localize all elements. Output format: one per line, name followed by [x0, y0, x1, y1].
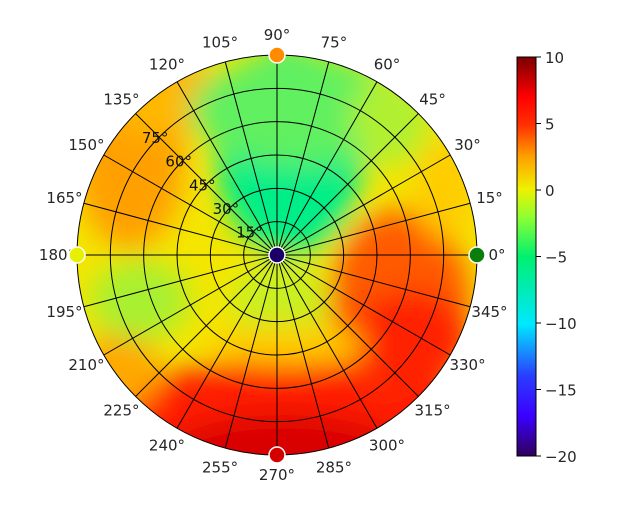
grid-spoke [276, 254, 330, 449]
heatmap-surface [77, 55, 477, 455]
grid-spoke [83, 202, 278, 256]
angular-tick-label: 45° [419, 90, 446, 108]
grid-spoke [176, 81, 278, 256]
radial-tick-labels: 15° 30° 45° 60° 75° [142, 129, 263, 241]
grid-spoke [276, 113, 419, 256]
angular-tick-label: 225° [103, 402, 139, 420]
colorbar-tick-label: −15 [545, 382, 577, 400]
angular-tick-label: 135° [103, 90, 139, 108]
colorbar: 10 5 0 −5 −10 −15 −20 [516, 49, 577, 466]
grid-spoke [103, 154, 278, 256]
angular-tick-label: 255° [202, 459, 238, 477]
grid-spoke [224, 61, 278, 256]
reference-markers [68, 46, 486, 464]
angular-tick-label: 315° [414, 402, 450, 420]
marker-dot [268, 446, 286, 464]
angular-tick-label: 90° [264, 26, 291, 44]
angular-tick-label: 300° [369, 437, 405, 455]
radial-tick-label: 15° [236, 223, 263, 241]
radial-tick-label: 75° [142, 129, 169, 147]
grid-spoke [276, 154, 451, 256]
angular-tick-label: 75° [321, 33, 348, 51]
grid-spoke [83, 254, 278, 308]
grid-spoke [276, 254, 419, 397]
colorbar-tick-label: 10 [545, 49, 564, 67]
angular-tick-label: 270° [259, 466, 295, 484]
radial-tick-label: 60° [165, 153, 192, 171]
colorbar-tick-label: −20 [545, 448, 577, 466]
colorbar-tick-label: −10 [545, 315, 577, 333]
angular-tick-label: 15° [476, 189, 503, 207]
colorbar-tick-label: 5 [545, 116, 555, 134]
colorbar-tick-label: −5 [545, 249, 567, 267]
angular-tick-label: 330° [449, 356, 485, 374]
grid-spoke [103, 254, 278, 356]
angular-tick-label: 195° [46, 303, 82, 321]
colorbar-tick-label: 0 [545, 182, 555, 200]
marker-dot [468, 246, 486, 264]
angular-tick-label: 30° [454, 136, 481, 154]
grid-spoke [224, 254, 278, 449]
grid-spoke [276, 254, 378, 429]
colorbar-ticks: 10 5 0 −5 −10 −15 −20 [536, 49, 577, 466]
grid-spoke [135, 113, 278, 256]
grid-spoke [276, 202, 471, 256]
angular-tick-label: 60° [374, 55, 401, 73]
angular-tick-label: 105° [202, 33, 238, 51]
angular-tick-labels: 0° 15° 30° 45° 60° 75° 90° 105° 120° 135° 150° 165°… [39, 26, 508, 484]
grid-spoke [276, 81, 378, 256]
angular-tick-label: 180° [39, 246, 75, 264]
grid-spoke [135, 254, 278, 397]
grid-spoke [276, 254, 451, 356]
radial-tick-label: 30° [213, 200, 240, 218]
angular-tick-label: 210° [68, 356, 104, 374]
grid-spoke [276, 61, 330, 256]
grid-spoke [276, 254, 471, 308]
angular-tick-label: 120° [149, 55, 185, 73]
angular-tick-label: 0° [488, 246, 505, 264]
angular-tick-label: 345° [471, 303, 507, 321]
angular-tick-label: 150° [68, 136, 104, 154]
angular-tick-label: 240° [149, 437, 185, 455]
grid-spoke [176, 254, 278, 429]
angular-tick-label: 165° [46, 189, 82, 207]
marker-dot [268, 246, 286, 264]
radial-tick-label: 45° [189, 176, 216, 194]
marker-dot [268, 46, 286, 64]
angular-tick-label: 285° [316, 459, 352, 477]
marker-dot [68, 246, 86, 264]
